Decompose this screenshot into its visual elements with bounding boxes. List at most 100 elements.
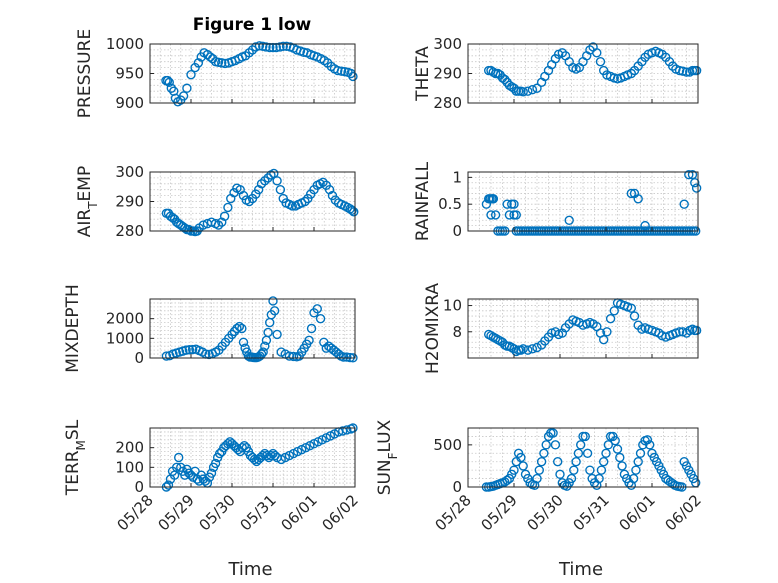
axes-frame <box>149 427 356 488</box>
data-point <box>272 329 282 340</box>
y-tick-label: 2000 <box>106 310 144 328</box>
data-point <box>258 41 268 52</box>
data-point <box>516 452 526 463</box>
axes-frame <box>149 298 356 359</box>
data-point <box>504 80 515 91</box>
y-tick-label: 1000 <box>106 329 144 347</box>
data-point <box>523 86 533 96</box>
y-axis-label: RAINFALL <box>413 161 433 241</box>
y-tick-label: 300 <box>433 35 462 53</box>
data-point <box>640 220 650 231</box>
data-point <box>234 321 245 332</box>
data-point <box>645 440 655 450</box>
data-point <box>187 344 198 355</box>
axes-frame <box>467 427 699 488</box>
data-point <box>261 42 271 52</box>
data-point <box>184 345 195 355</box>
data-point <box>253 184 264 195</box>
data-point <box>300 196 310 207</box>
y-tick-label: 0 <box>134 349 144 367</box>
x-tick-label: 05/29 <box>155 491 198 534</box>
y-tick-label: 280 <box>433 94 462 112</box>
data-point <box>263 327 273 338</box>
data-point <box>490 210 501 220</box>
data-point <box>266 450 276 461</box>
data-point <box>674 327 685 337</box>
data-point <box>626 188 636 199</box>
data-point <box>237 323 247 334</box>
data-point <box>628 473 639 484</box>
data-point <box>527 344 538 354</box>
data-point <box>610 435 620 446</box>
data-point <box>534 465 544 475</box>
y-axis-label: TERRMSL <box>63 419 88 496</box>
data-point <box>269 168 279 179</box>
data-point <box>263 173 273 183</box>
data-point <box>217 58 227 68</box>
data-point <box>539 448 549 458</box>
data-point <box>304 335 314 345</box>
data-point <box>609 306 619 316</box>
data-point <box>631 465 641 475</box>
data-point <box>596 465 607 475</box>
data-point <box>595 57 606 67</box>
data-point <box>612 444 623 454</box>
data-point <box>536 457 547 467</box>
data-point <box>272 176 282 186</box>
data-point <box>349 207 359 217</box>
y-tick-label: 0 <box>452 478 462 496</box>
data-point <box>601 448 611 458</box>
data-point <box>518 344 528 354</box>
data-point <box>518 461 528 471</box>
data-point <box>509 465 519 475</box>
data-point <box>642 435 653 445</box>
data-point <box>249 454 260 465</box>
data-point <box>555 469 565 480</box>
data-point <box>629 311 640 321</box>
data-point <box>347 205 357 216</box>
data-point <box>580 431 590 442</box>
data-point <box>342 352 352 362</box>
data-point <box>502 199 512 209</box>
data-point <box>312 304 322 314</box>
y-tick-label: 300 <box>115 163 144 181</box>
y-tick-label: 280 <box>115 222 144 240</box>
y-tick-label: 290 <box>433 65 462 83</box>
x-tick-label: 06/02 <box>662 491 705 534</box>
data-point <box>633 457 643 467</box>
figure-title: Figure 1 low <box>193 15 312 35</box>
data-point <box>523 345 533 355</box>
data-point <box>541 440 551 450</box>
data-point <box>198 220 209 230</box>
y-tick-label: 900 <box>115 94 144 112</box>
data-point <box>166 83 177 93</box>
data-point <box>633 194 643 204</box>
data-point <box>504 210 515 220</box>
x-tick-label: 05/29 <box>478 491 521 534</box>
data-point <box>288 351 299 362</box>
data-point <box>232 323 242 334</box>
data-point <box>342 425 352 435</box>
data-point <box>219 211 230 221</box>
data-point <box>550 440 561 450</box>
data-point <box>691 183 702 193</box>
data-point <box>193 58 204 68</box>
subplot-2: 280 290 300 AIRTEMP <box>75 163 359 240</box>
data-point <box>691 325 702 336</box>
data-point <box>324 184 335 195</box>
data-point <box>340 67 350 77</box>
data-point <box>548 428 558 438</box>
data-point <box>500 74 510 85</box>
y-tick-label: 200 <box>115 439 144 457</box>
data-point <box>690 178 700 188</box>
data-point <box>269 306 280 316</box>
data-point <box>254 41 265 51</box>
data-point <box>338 352 349 362</box>
data-point <box>532 342 542 353</box>
x-axis-label: Time <box>558 559 603 580</box>
data-point <box>573 448 584 458</box>
